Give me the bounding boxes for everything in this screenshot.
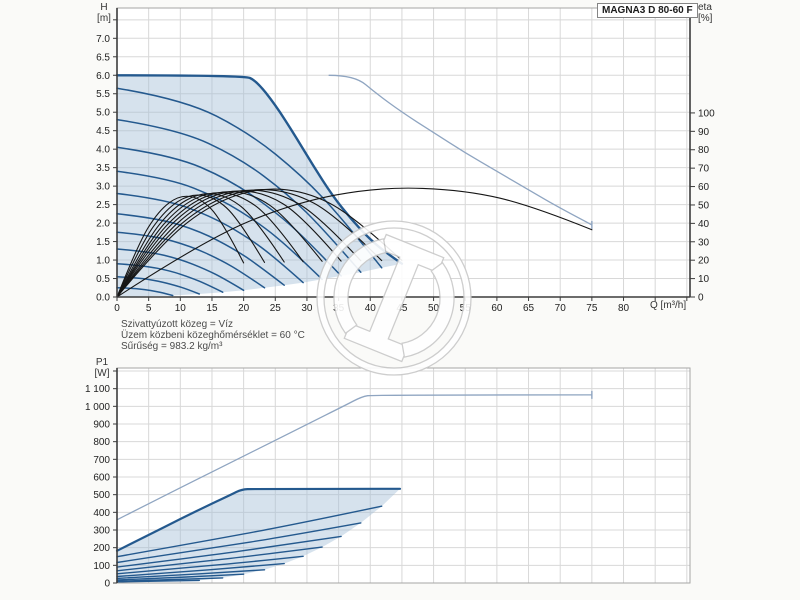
tick-label: 600 [93, 473, 110, 484]
power-curve-6 [116, 555, 304, 575]
power-chart: 0 100 200 300 400 500 600 700 800 900 1 000 1 100 [85, 367, 691, 590]
tick-label: 2.5 [96, 200, 110, 211]
tick-label: 0.0 [96, 293, 110, 304]
tick-label: 900 [93, 420, 110, 431]
power-curve-5 [116, 546, 323, 572]
power-curve-9 [116, 573, 245, 581]
power-curve-3 [116, 522, 362, 564]
power-curve-11 [116, 579, 200, 583]
tick-label: 1 100 [85, 384, 110, 395]
tick-label: 500 [93, 490, 110, 501]
h-axis-header: H [m] [92, 2, 116, 24]
speed-curve-9 [116, 248, 245, 292]
tick-label: 80 [618, 303, 630, 314]
speed-curve-7 [116, 213, 285, 286]
tick-label: 1.0 [96, 256, 110, 267]
tick-label: 60 [491, 303, 503, 314]
eta-axis-name: eta [698, 2, 712, 13]
tick-label: 40 [365, 303, 377, 314]
efficiency-curve-9 [116, 195, 245, 298]
p1-axis-name: P1 [95, 357, 109, 368]
tick-label: 0 [104, 579, 110, 590]
eta-axis-header: eta [%] [698, 2, 724, 24]
tick-label: 100 [93, 561, 110, 572]
tick-label: 7.0 [96, 34, 110, 45]
tick-label: 5.5 [96, 89, 110, 100]
tick-label: 65 [523, 303, 535, 314]
parallel-efficiency-curve [116, 187, 593, 298]
tick-label: 6.0 [96, 71, 110, 82]
tick-label: 55 [460, 303, 472, 314]
tick-label: 25 [270, 303, 282, 314]
tick-label: 10 [175, 303, 187, 314]
condition-temperature: Üzem közbeni közeghőmérséklet = 60 °C [121, 330, 305, 341]
tick-label: 75 [586, 303, 598, 314]
tick-label: 300 [93, 526, 110, 537]
tick-label: 10 [698, 274, 710, 285]
efficiency-curve-5 [116, 191, 323, 298]
tick-label: 100 [698, 108, 715, 119]
max-power-curve [115, 487, 402, 552]
power-curve-2 [116, 505, 383, 558]
power-curve-10 [116, 577, 224, 582]
speed-curve-10 [116, 262, 224, 293]
tick-label: 35 [333, 303, 345, 314]
tick-label: 30 [301, 303, 313, 314]
tick-label: 6.5 [96, 52, 110, 63]
tick-label: 4.0 [96, 145, 110, 156]
power-curve-7 [116, 562, 285, 578]
tick-label: 50 [428, 303, 440, 314]
pump-type-title: MAGNA3 D 80-60 F [597, 3, 698, 18]
tick-label: 4.5 [96, 126, 110, 137]
p1-axis-header: P1 [W] [88, 357, 116, 379]
tick-label: 80 [698, 145, 710, 156]
tick-label: 0 [698, 293, 704, 304]
hq-chart: 0.0 0.5 1.0 1.5 2.0 2.5 3.0 3.5 4.0 4.5 5.0 5.5 6.0 6… [96, 7, 715, 314]
power-curve-8 [116, 569, 266, 580]
power-curve-4 [116, 535, 342, 568]
h-axis-name: H [100, 2, 108, 13]
tick-label: 5.0 [96, 108, 110, 119]
speed-curve-11 [116, 275, 201, 295]
condition-medium: Szivattyúzott közeg = Víz [121, 319, 233, 330]
condition-density: Sűrűség = 983.2 kg/m³ [121, 341, 223, 352]
tick-label: 400 [93, 508, 110, 519]
tick-label: 5 [146, 303, 152, 314]
tick-label: 1 000 [85, 402, 110, 413]
tick-label: 800 [93, 437, 110, 448]
tick-label: 2.0 [96, 219, 110, 230]
tick-label: 0 [114, 303, 120, 314]
speed-curve-6 [116, 192, 304, 284]
tick-label: 0.5 [96, 274, 110, 285]
eta-axis-unit: [%] [698, 13, 713, 24]
speed-curve-12 [116, 287, 174, 297]
speed-curve-4 [116, 146, 342, 277]
tick-label: 20 [698, 256, 710, 267]
speed-curve-5 [116, 170, 323, 281]
tick-label: 50 [698, 200, 710, 211]
tick-label: 20 [238, 303, 250, 314]
tick-label: 700 [93, 455, 110, 466]
tick-label: 15 [206, 303, 218, 314]
tick-label: 90 [698, 127, 710, 138]
tick-label: 40 [698, 219, 710, 230]
tick-label: 70 [698, 164, 710, 175]
tick-label: 30 [698, 237, 710, 248]
p1-axis-unit: [W] [94, 368, 110, 379]
tick-label: 3.5 [96, 163, 110, 174]
tick-label: 60 [698, 182, 710, 193]
parallel-power-curve [116, 394, 593, 521]
tick-label: 45 [396, 303, 408, 314]
tick-label: 3.0 [96, 182, 110, 193]
speed-curve-2 [116, 87, 383, 269]
tick-label: 200 [93, 543, 110, 554]
q-axis-label: Q [m³/h] [650, 300, 687, 311]
tick-label: 1.5 [96, 237, 110, 248]
h-axis-unit: [m] [97, 13, 111, 24]
parallel-head-curve [328, 74, 593, 226]
tick-label: 70 [555, 303, 567, 314]
